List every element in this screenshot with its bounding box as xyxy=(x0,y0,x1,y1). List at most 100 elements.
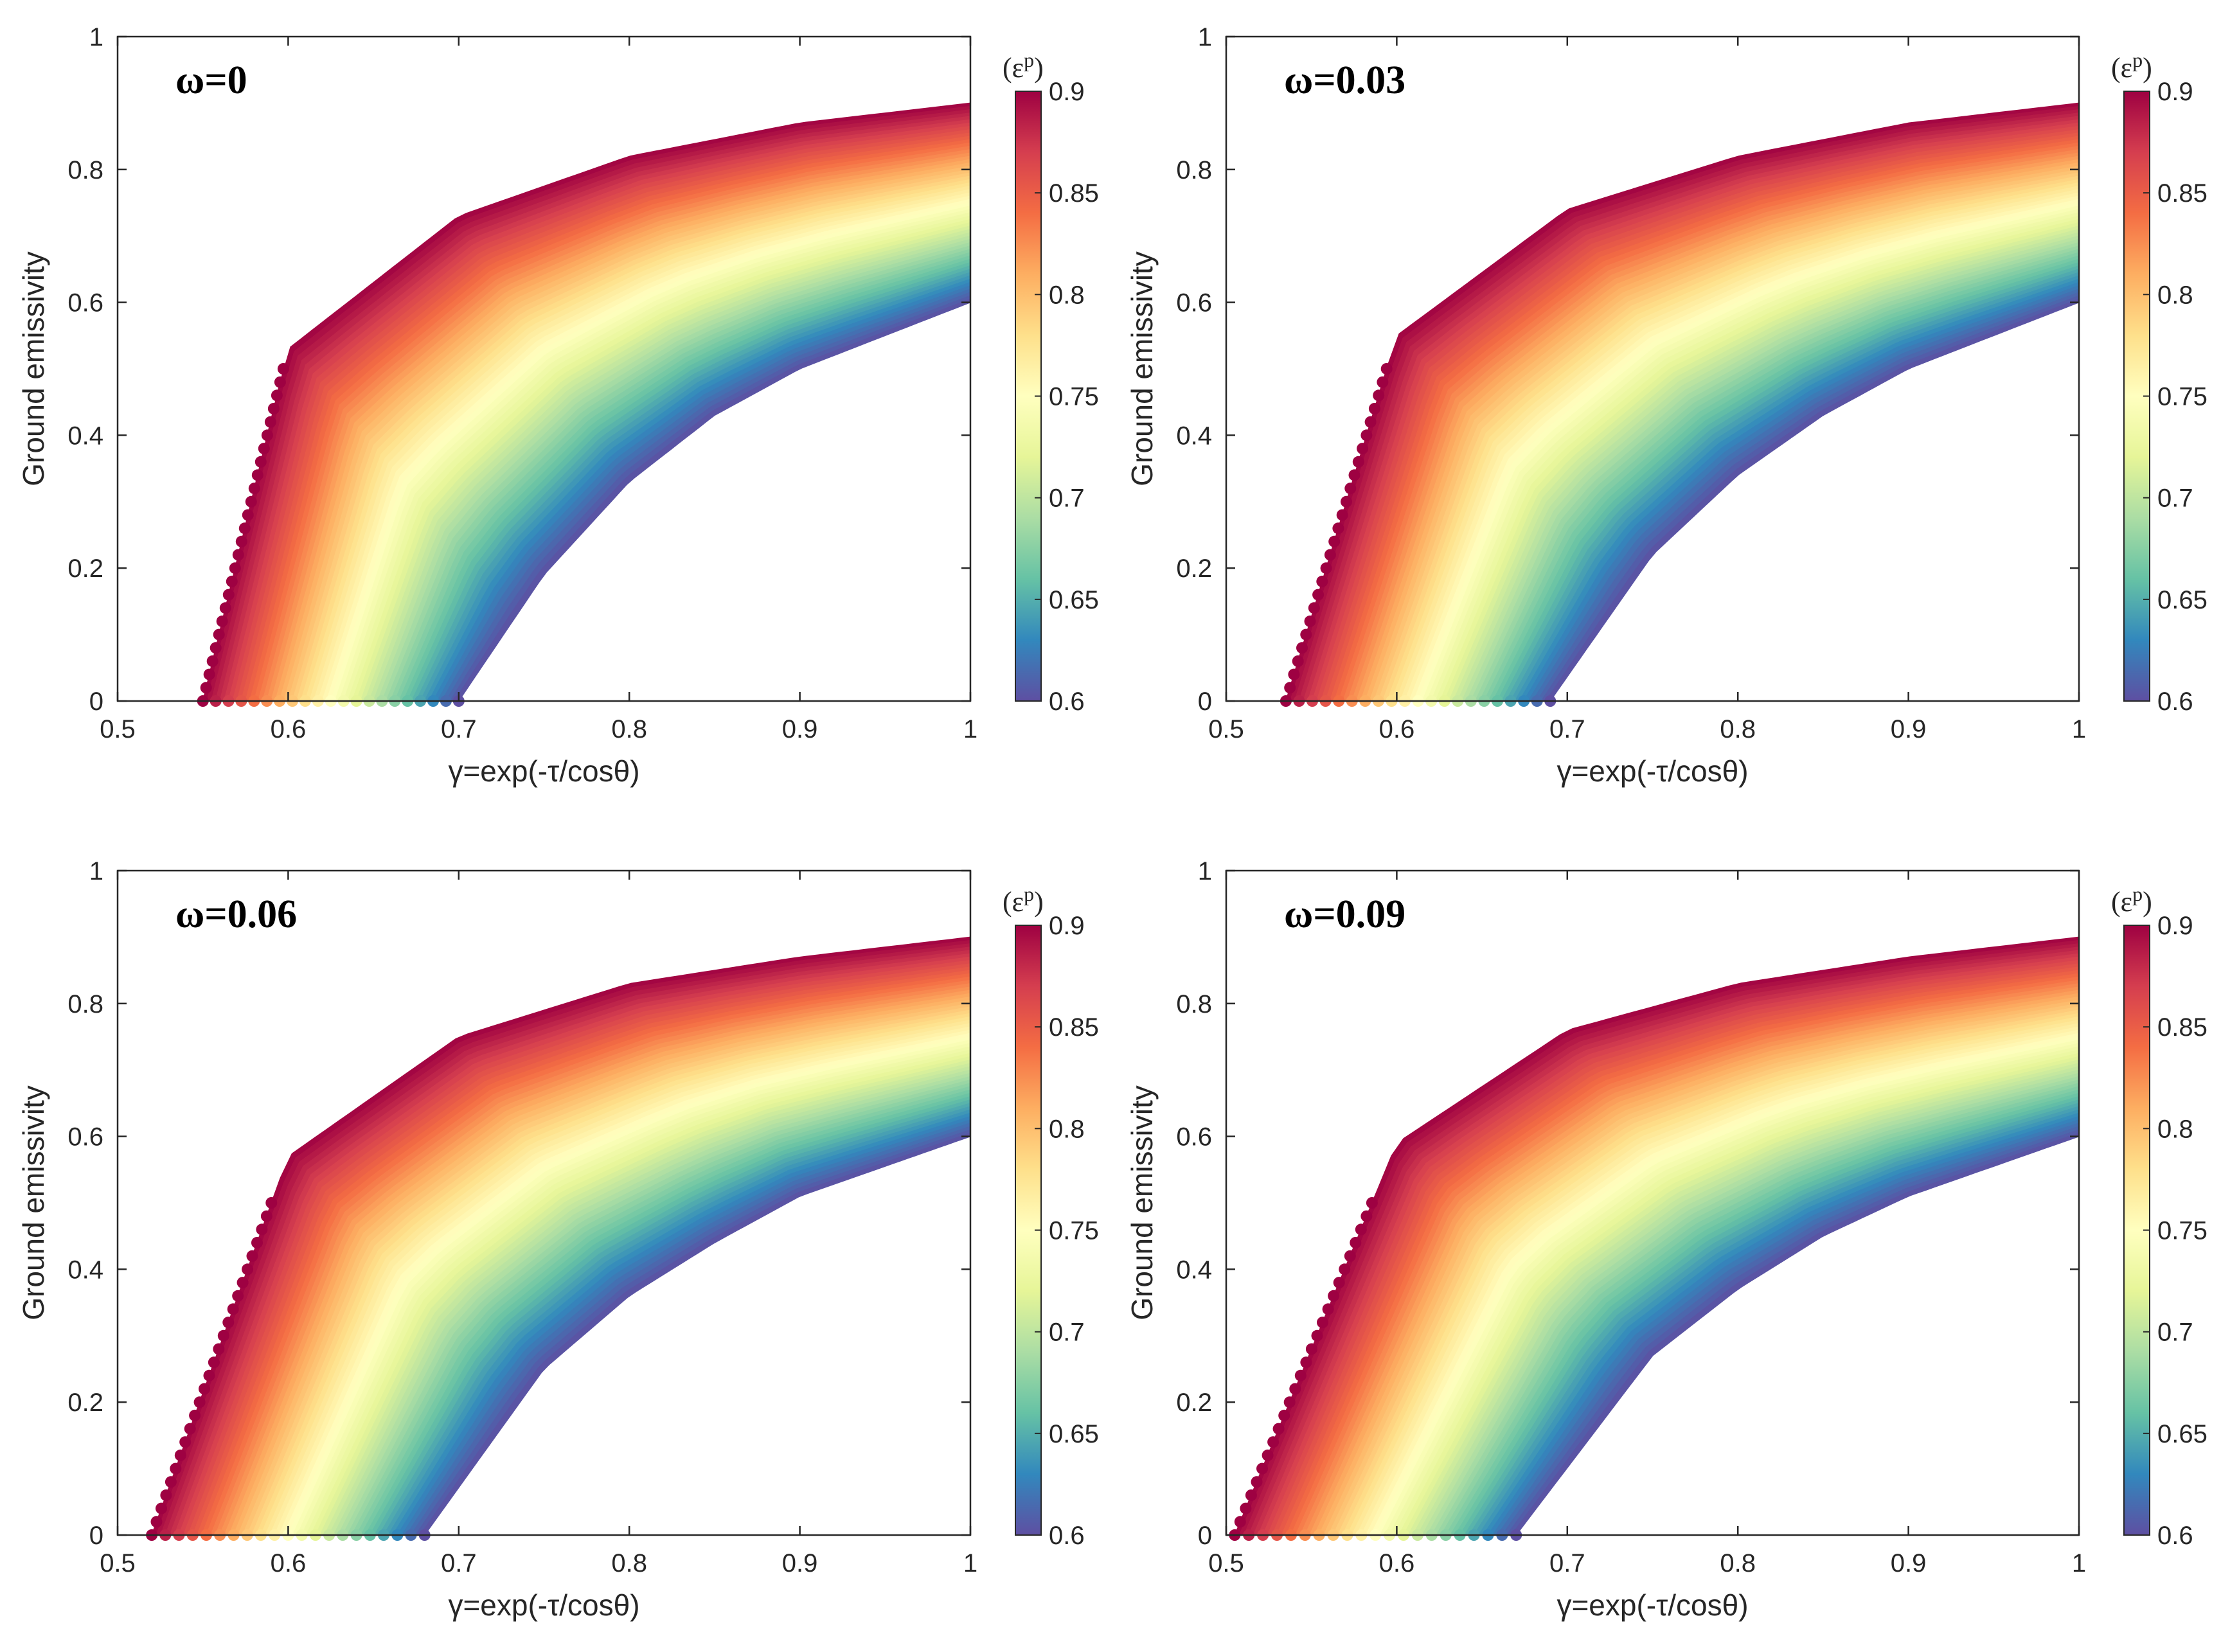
panel-title: ω=0 xyxy=(175,58,247,102)
scatter-markers xyxy=(146,1197,431,1541)
colorbar-tick-label: 0.8 xyxy=(1049,1115,1085,1143)
colorbar-tick-label: 0.6 xyxy=(1049,1522,1085,1550)
plot-frame xyxy=(1225,869,2080,1536)
panel-title: ω=0.03 xyxy=(1284,58,1405,102)
scatter-point xyxy=(254,456,267,468)
y-axis-label: Ground emissivity xyxy=(1125,251,1159,486)
scatter-point xyxy=(1333,1277,1345,1289)
scatter-point xyxy=(227,1303,239,1315)
scatter-point xyxy=(248,483,260,495)
scatter-point xyxy=(232,549,244,561)
scatter-point xyxy=(210,642,222,654)
colorbar-tick-label: 0.65 xyxy=(1049,1420,1099,1448)
scatter-point xyxy=(1336,509,1348,521)
scatter-point xyxy=(222,589,235,601)
emissivity-band xyxy=(1285,102,2080,702)
scatter-point xyxy=(260,1210,272,1222)
scatter-point xyxy=(1292,655,1304,667)
scatter-point xyxy=(219,602,231,614)
x-axis-label: γ=exp(-τ/cosθ) xyxy=(1557,754,1748,788)
scatter-point xyxy=(174,1449,186,1461)
colorbar-tick-label: 0.9 xyxy=(1049,912,1085,940)
x-tick-label: 0.5 xyxy=(1208,715,1244,743)
x-tick-label: 0.8 xyxy=(1720,1549,1756,1577)
scatter-point xyxy=(1300,1356,1312,1369)
colorbar-tick-label: 0.7 xyxy=(1049,484,1085,513)
scatter-point xyxy=(1262,1449,1274,1461)
scatter-point xyxy=(229,562,241,574)
scatter-point xyxy=(1368,403,1380,414)
x-tick-label: 1 xyxy=(963,1549,977,1577)
colorbar-tick-label: 0.85 xyxy=(2157,1013,2208,1042)
x-tick-label: 0.7 xyxy=(1549,1549,1585,1577)
scatter-point xyxy=(1364,416,1377,428)
chart-panel-3: 0.5 0.6 0.7 0.8 0.9 1 0 0.2 0.4 0.6 0.8 1 γ=exp(-τ/c… xyxy=(1125,857,2208,1622)
colorbar-tick-label: 0.7 xyxy=(1049,1319,1085,1347)
emissivity-band xyxy=(1234,936,2080,1536)
scatter-point xyxy=(1289,1383,1301,1395)
scatter-point xyxy=(213,1343,225,1355)
y-tick-label: 0.6 xyxy=(67,289,103,317)
colorbar-label: (εp) xyxy=(2111,882,2152,918)
y-tick-label: 0 xyxy=(1198,688,1212,716)
colorbar-tick-label: 0.75 xyxy=(2157,383,2208,411)
x-tick-label: 0.5 xyxy=(1208,1549,1244,1577)
plot-frame xyxy=(116,869,972,1536)
plot-frame xyxy=(116,35,972,702)
colorbar-tick-label: 0.8 xyxy=(1049,281,1085,309)
y-tick-label: 0.8 xyxy=(1176,156,1212,184)
scatter-point xyxy=(1304,615,1316,627)
scatter-point xyxy=(1339,1263,1351,1275)
colorbar-tick-label: 0.85 xyxy=(1049,179,1099,208)
scatter-point xyxy=(1288,668,1300,680)
colorbar-tick-label: 0.6 xyxy=(2157,1522,2193,1550)
y-tick-label: 0 xyxy=(89,1522,103,1550)
colorbar-label: (εp) xyxy=(1003,48,1044,84)
scatter-point xyxy=(1296,642,1308,654)
scatter-point xyxy=(242,1263,254,1275)
colorbar-label: (εp) xyxy=(2111,48,2152,84)
colorbar-tick-label: 0.75 xyxy=(2157,1217,2208,1245)
colorbar-label-close: ) xyxy=(2143,52,2152,84)
panel-title: ω=0.06 xyxy=(175,893,297,936)
x-tick-label: 0.7 xyxy=(441,1549,477,1577)
y-tick-label: 0.2 xyxy=(67,555,103,583)
scatter-point xyxy=(1311,1329,1323,1342)
scatter-point xyxy=(1267,1436,1280,1448)
y-tick-label: 0.8 xyxy=(1176,990,1212,1018)
x-axis-label: γ=exp(-τ/cosθ) xyxy=(448,754,639,788)
scatter-point xyxy=(232,1290,244,1302)
scatter-point xyxy=(1316,575,1328,587)
scatter-point xyxy=(264,416,276,428)
scatter-point xyxy=(1278,1409,1290,1421)
x-tick-label: 1 xyxy=(2072,715,2086,743)
y-tick-label: 0.4 xyxy=(1176,422,1212,450)
colorbar-tick-label: 0.8 xyxy=(2157,281,2193,309)
scatter-point xyxy=(200,682,212,694)
colorbar-label-close: ) xyxy=(1034,52,1044,84)
colorbar-label-close: ) xyxy=(2143,886,2152,918)
scatter-point xyxy=(236,1277,249,1289)
scatter-point xyxy=(1355,1223,1367,1236)
scatter-point xyxy=(1294,1369,1307,1381)
scatter-point xyxy=(1373,389,1385,402)
x-tick-label: 0.7 xyxy=(441,715,477,743)
scatter-point xyxy=(1283,1396,1296,1408)
scatter-point xyxy=(179,1436,192,1448)
x-tick-label: 0.9 xyxy=(1891,715,1927,743)
y-tick-label: 1 xyxy=(89,857,103,885)
plot-frame xyxy=(1225,35,2080,702)
scatter-point xyxy=(1348,469,1360,481)
scatter-point xyxy=(217,1329,229,1342)
scatter-point xyxy=(1312,589,1325,601)
scatter-point xyxy=(1350,1237,1362,1248)
scatter-point xyxy=(1328,1290,1340,1302)
colorbar-tick-label: 0.6 xyxy=(2157,688,2193,716)
scatter-point xyxy=(1380,363,1393,375)
scatter-point xyxy=(1360,429,1373,441)
scatter-point xyxy=(1341,495,1352,508)
scatter-point xyxy=(1251,1476,1263,1488)
x-tick-label: 1 xyxy=(2072,1549,2086,1577)
colorbar-tick-label: 0.85 xyxy=(2157,179,2208,208)
y-tick-label: 0.8 xyxy=(67,156,103,184)
